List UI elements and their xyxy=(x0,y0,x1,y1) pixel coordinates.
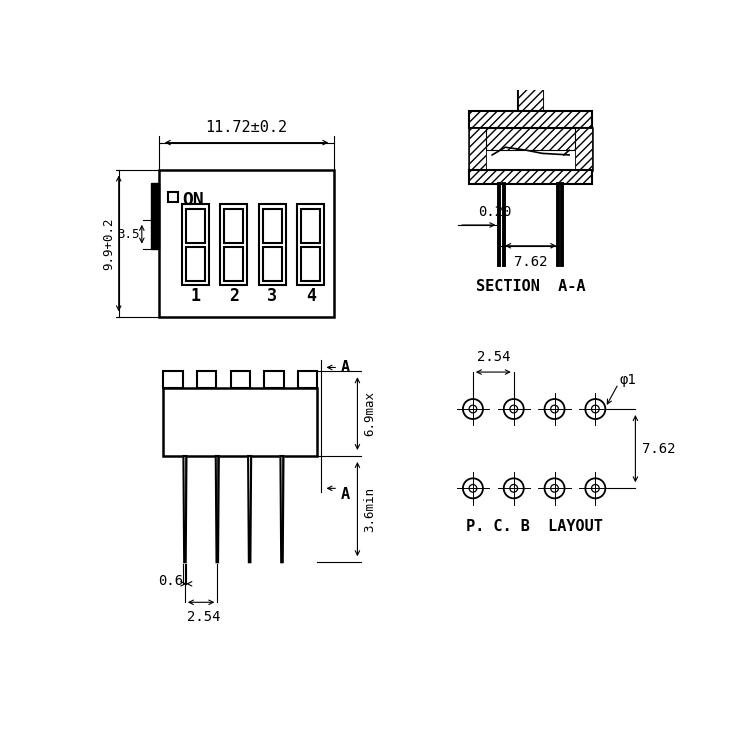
Polygon shape xyxy=(248,456,251,562)
Bar xyxy=(168,192,178,202)
Text: 0.6: 0.6 xyxy=(158,574,183,588)
Text: 0.20: 0.20 xyxy=(478,205,512,219)
Bar xyxy=(197,371,216,388)
Bar xyxy=(259,205,286,285)
Bar xyxy=(518,89,543,111)
Text: 4: 4 xyxy=(306,287,316,305)
Bar xyxy=(159,169,334,317)
Bar xyxy=(186,247,205,281)
Bar xyxy=(298,371,317,388)
Text: 11.72±0.2: 11.72±0.2 xyxy=(206,120,287,135)
Text: 3: 3 xyxy=(267,287,278,305)
Text: P. C. B  LAYOUT: P. C. B LAYOUT xyxy=(466,519,602,534)
Text: A: A xyxy=(340,487,350,502)
Polygon shape xyxy=(280,456,284,562)
Bar xyxy=(164,388,317,456)
Polygon shape xyxy=(248,456,251,562)
Bar xyxy=(302,209,320,243)
Bar xyxy=(224,247,244,281)
Bar xyxy=(262,247,282,281)
Polygon shape xyxy=(184,456,187,562)
Text: 2: 2 xyxy=(229,287,238,305)
Text: φ1: φ1 xyxy=(620,373,637,387)
Bar xyxy=(486,128,575,150)
Bar xyxy=(302,247,320,281)
Text: 6.9max: 6.9max xyxy=(363,391,376,436)
Text: 2.54: 2.54 xyxy=(476,350,510,365)
Bar xyxy=(220,205,248,285)
Bar xyxy=(164,371,183,388)
Text: SECTION  A-A: SECTION A-A xyxy=(476,279,586,294)
Bar xyxy=(469,111,592,128)
Text: 7.62: 7.62 xyxy=(641,441,675,456)
Polygon shape xyxy=(184,456,187,562)
Bar xyxy=(469,170,592,184)
Bar xyxy=(186,209,205,243)
Bar xyxy=(469,128,486,170)
Bar xyxy=(469,170,592,184)
Text: 2.54: 2.54 xyxy=(188,610,220,624)
Text: 9.9+0.2: 9.9+0.2 xyxy=(102,217,115,270)
Polygon shape xyxy=(216,456,219,562)
Polygon shape xyxy=(216,456,219,562)
Bar xyxy=(265,371,284,388)
Text: 7.62: 7.62 xyxy=(514,255,548,269)
Bar xyxy=(297,205,324,285)
Bar xyxy=(469,128,592,170)
Text: 3.6min: 3.6min xyxy=(363,487,376,532)
Bar xyxy=(182,205,209,285)
Text: 3.5: 3.5 xyxy=(117,228,140,241)
Bar xyxy=(151,183,159,249)
Bar xyxy=(518,89,543,111)
Bar xyxy=(231,371,250,388)
Bar xyxy=(224,209,244,243)
Text: 1: 1 xyxy=(190,287,200,305)
Text: A: A xyxy=(340,360,350,375)
Polygon shape xyxy=(280,456,284,562)
Bar xyxy=(486,128,575,150)
Text: ON: ON xyxy=(182,191,203,209)
Bar xyxy=(262,209,282,243)
Bar xyxy=(469,111,592,128)
Bar xyxy=(575,128,592,170)
